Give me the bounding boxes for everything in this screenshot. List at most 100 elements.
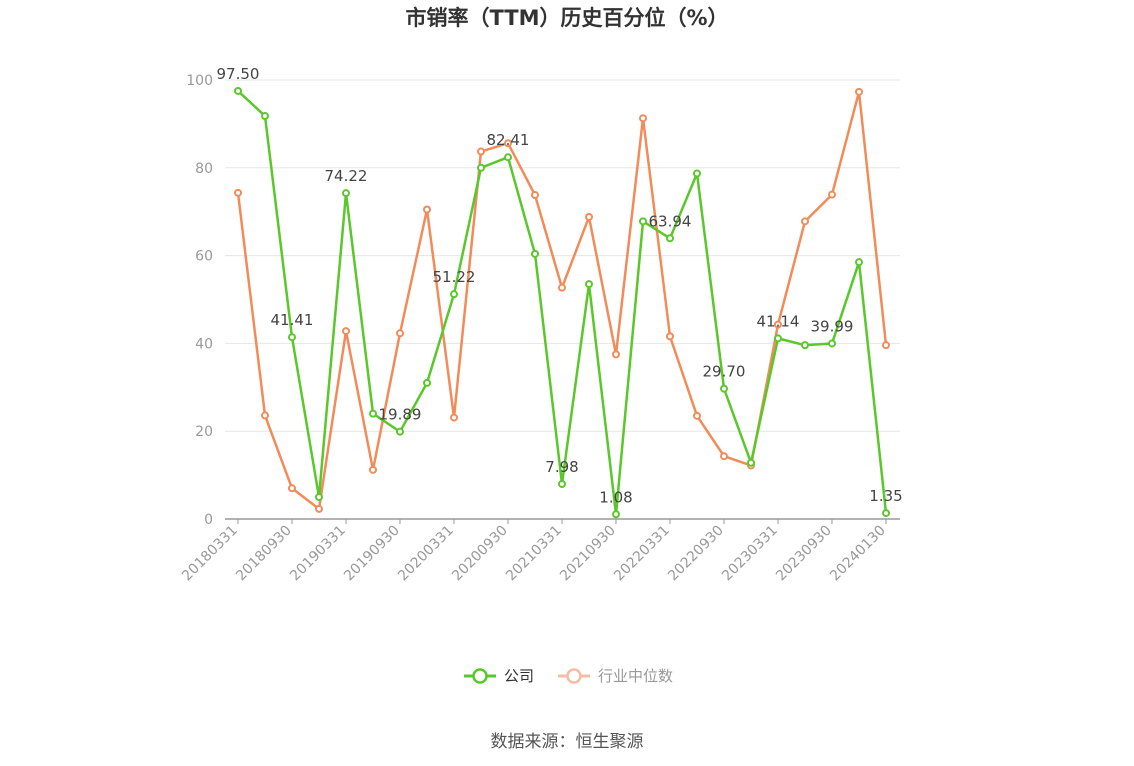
- series-area: [234, 86, 890, 519]
- series-industry-median: [234, 87, 890, 513]
- data-point: [450, 413, 458, 422]
- data-point: [504, 153, 512, 162]
- data-label: 1.08: [599, 488, 632, 506]
- x-tick-label: 20200331: [395, 523, 457, 585]
- data-point: [666, 332, 674, 341]
- data-point: [423, 205, 431, 214]
- legend-label: 公司: [504, 667, 534, 685]
- data-point: [585, 212, 593, 221]
- data-point: [774, 334, 782, 343]
- data-point: [693, 169, 701, 178]
- data-point: [639, 217, 647, 226]
- data-point: [828, 190, 836, 199]
- data-point: [504, 139, 512, 148]
- x-tick-label: 20190331: [287, 523, 349, 585]
- y-tick-label: 60: [195, 249, 213, 265]
- data-point: [234, 86, 242, 95]
- y-tick-label: 20: [195, 424, 213, 440]
- data-point: [342, 327, 350, 336]
- data-label: 41.41: [271, 311, 314, 329]
- data-point: [477, 147, 485, 156]
- x-tick-label: 20210331: [503, 523, 565, 585]
- series-line: [236, 90, 888, 511]
- data-label: 7.98: [545, 458, 578, 476]
- data-point: [666, 234, 674, 243]
- data-source: 数据来源：恒生聚源: [491, 732, 644, 752]
- data-point: [315, 493, 323, 502]
- data-point: [882, 509, 890, 518]
- data-point: [855, 258, 863, 267]
- data-label: 1.35: [869, 487, 902, 505]
- data-point: [585, 280, 593, 289]
- y-tick-label: 100: [186, 73, 213, 89]
- x-tick-label: 20240130: [827, 523, 889, 585]
- data-label: 97.50: [217, 65, 260, 83]
- data-label: 29.70: [703, 363, 746, 381]
- data-point: [261, 111, 269, 120]
- data-point: [288, 484, 296, 493]
- data-point: [477, 163, 485, 172]
- y-tick-label: 40: [195, 336, 213, 352]
- legend-label: 行业中位数: [598, 667, 673, 685]
- x-tick-label: 20180331: [179, 523, 241, 585]
- data-point: [612, 510, 620, 519]
- y-axis: 0 20 40 60 80 100: [186, 73, 213, 528]
- data-point: [801, 341, 809, 350]
- data-point: [639, 114, 647, 123]
- data-point: [234, 188, 242, 197]
- data-label: 19.89: [379, 406, 422, 424]
- x-axis: 2018033120180930201903312019093020200331…: [179, 518, 900, 585]
- y-tick-label: 0: [204, 512, 213, 528]
- data-point: [396, 427, 404, 436]
- data-point: [747, 458, 755, 467]
- data-point: [531, 191, 539, 200]
- data-label: 74.22: [325, 167, 368, 185]
- data-point: [531, 249, 539, 258]
- data-label: 63.94: [649, 212, 692, 230]
- grid-lines: [225, 79, 900, 432]
- data-point: [774, 320, 782, 329]
- series-line: [237, 90, 888, 516]
- data-point: [450, 290, 458, 299]
- x-tick-label: 20230331: [719, 523, 781, 585]
- data-label: 39.99: [811, 317, 854, 335]
- data-point: [423, 378, 431, 387]
- chart-title: 市销率（TTM）历史百分位（%）: [405, 6, 728, 30]
- legend-item-company[interactable]: 公司: [464, 667, 534, 685]
- data-point: [720, 384, 728, 393]
- legend-marker: [472, 668, 488, 684]
- legend-item-industry-median[interactable]: 行业中位数: [558, 667, 673, 685]
- data-point: [288, 333, 296, 342]
- x-tick-label: 20200930: [449, 523, 511, 585]
- data-point: [369, 465, 377, 474]
- series-company: [234, 86, 890, 519]
- data-point: [558, 479, 566, 488]
- data-point: [369, 409, 377, 418]
- data-point: [261, 411, 269, 420]
- data-point: [315, 504, 323, 513]
- data-label: 41.14: [757, 312, 800, 330]
- data-labels: 97.50 41.41 74.22 19.89 51.22 82.41 7.98 1.08 63…: [217, 65, 903, 506]
- x-tick-label: 20220930: [665, 523, 727, 585]
- data-point: [342, 189, 350, 198]
- data-point: [801, 217, 809, 226]
- data-label: 82.41: [487, 131, 530, 149]
- x-tick-label: 20230930: [773, 523, 835, 585]
- x-tick-label: 20190930: [341, 523, 403, 585]
- data-point: [720, 452, 728, 461]
- x-tick-label: 20210930: [557, 523, 619, 585]
- data-label: 51.22: [433, 268, 476, 286]
- data-point: [558, 283, 566, 292]
- data-point: [828, 339, 836, 348]
- data-point: [396, 329, 404, 338]
- data-point: [693, 411, 701, 420]
- data-point: [612, 350, 620, 359]
- x-tick-label: 20220331: [611, 523, 673, 585]
- legend-marker: [566, 668, 582, 684]
- data-point: [855, 87, 863, 96]
- legend[interactable]: 公司 行业中位数: [464, 667, 673, 685]
- data-point: [882, 341, 890, 350]
- x-tick-label: 20180930: [233, 523, 295, 585]
- y-tick-label: 80: [195, 161, 213, 177]
